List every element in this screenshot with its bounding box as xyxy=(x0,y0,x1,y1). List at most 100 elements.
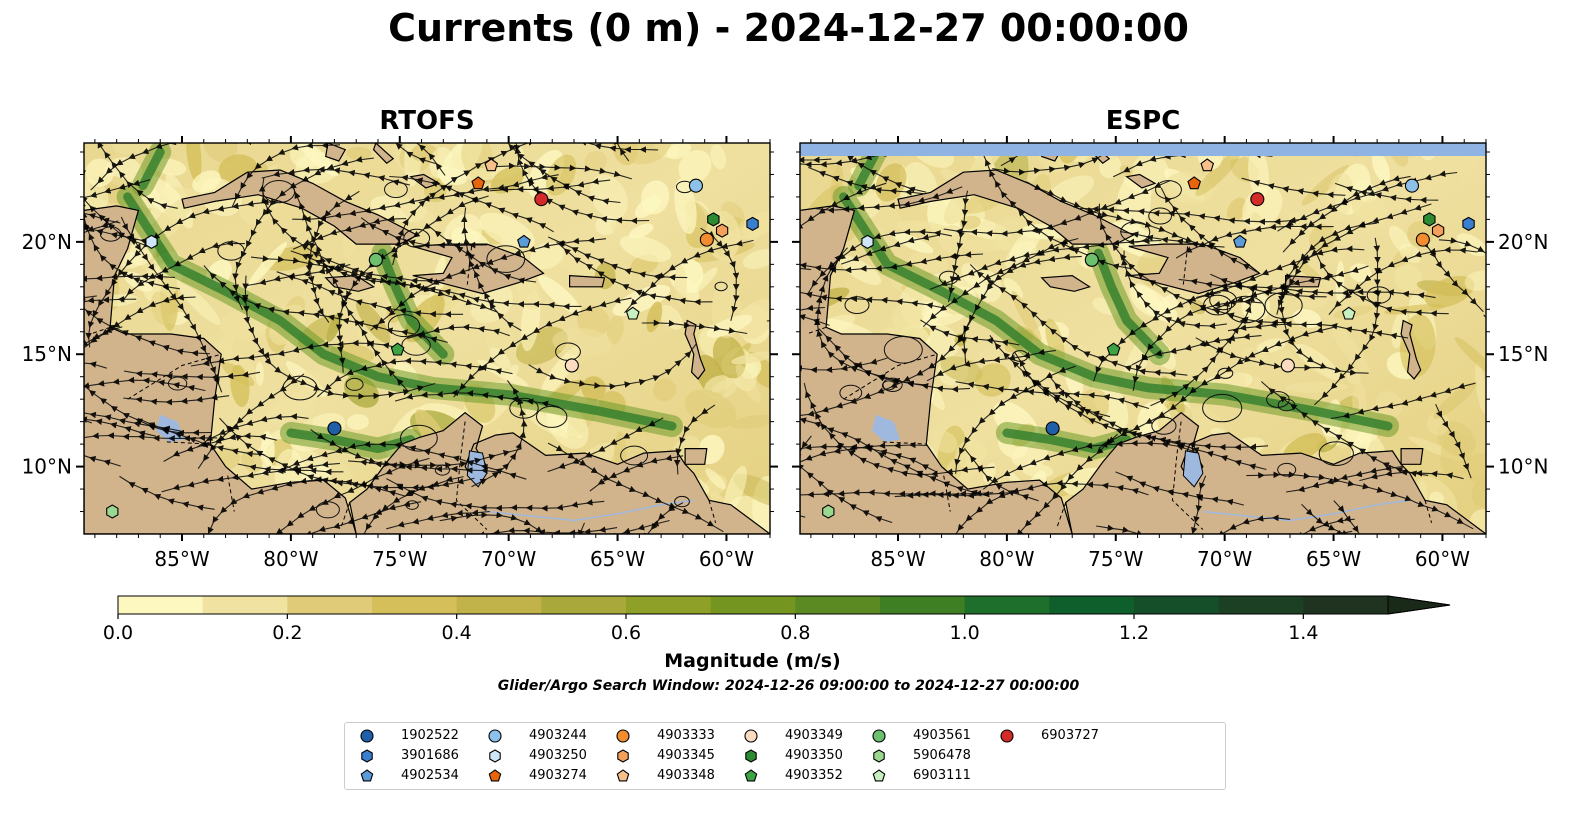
float-marker-4903345[interactable] xyxy=(1431,223,1445,238)
float-marker-4903250[interactable] xyxy=(861,234,874,250)
legend-label: 4903333 xyxy=(657,728,715,743)
float-marker-6903111[interactable] xyxy=(625,306,640,320)
colorbar-label: Magnitude (m/s) xyxy=(664,650,841,672)
float-marker-5906478[interactable] xyxy=(106,504,119,519)
legend-label: 4903561 xyxy=(913,728,971,743)
colorbar-tick-label: 1.0 xyxy=(950,622,980,644)
legend-label: 4903348 xyxy=(657,768,715,783)
legend-label: 6903111 xyxy=(913,768,971,783)
lon-tick-label: 75°W xyxy=(372,547,427,571)
float-marker-5906478[interactable] xyxy=(822,504,835,519)
float-marker-6903111[interactable] xyxy=(1341,306,1356,320)
colorbar-segment xyxy=(1303,596,1389,614)
float-marker-4903244[interactable] xyxy=(688,178,704,193)
float-marker-4902534[interactable] xyxy=(517,234,531,248)
lon-tick-label: 80°W xyxy=(263,547,318,571)
lat-tick-label: 10°N xyxy=(1498,455,1548,479)
float-marker-4903350[interactable] xyxy=(1423,212,1436,227)
circle-icon xyxy=(744,729,758,743)
lat-tick-label: 15°N xyxy=(22,342,72,366)
float-marker-4903274[interactable] xyxy=(1187,176,1202,190)
float-marker-4903348[interactable] xyxy=(1200,158,1215,172)
colorbar-segment xyxy=(964,596,1050,614)
colorbar: 0.0 0.2 0.4 0.6 0.8 1.0 1.2 1.4 xyxy=(103,595,1451,644)
float-marker-4902534[interactable] xyxy=(1233,234,1247,248)
hexagon-icon xyxy=(617,749,629,763)
lon-tick-label: 60°W xyxy=(1415,547,1470,571)
legend-label: 4903250 xyxy=(529,748,587,763)
circle-icon xyxy=(872,729,886,743)
circle-icon xyxy=(616,729,630,743)
colorbar-segment xyxy=(1218,596,1304,614)
colorbar-segment xyxy=(710,596,796,614)
float-marker-4903250[interactable] xyxy=(145,234,158,250)
legend-label: 1902522 xyxy=(401,728,459,743)
colorbar-tick-label: 0.0 xyxy=(103,622,133,644)
float-marker-4903333[interactable] xyxy=(1415,232,1430,247)
search-window-caption: Glider/Argo Search Window: 2024-12-26 09… xyxy=(497,678,1080,694)
float-marker-4903561[interactable] xyxy=(1084,252,1099,267)
hexagon-icon xyxy=(489,749,501,763)
float-marker-3901686[interactable] xyxy=(1462,216,1475,232)
float-marker-4903352[interactable] xyxy=(390,342,405,356)
legend-label: 4903244 xyxy=(529,728,587,743)
circle-icon xyxy=(360,729,374,743)
legend-label: 4903350 xyxy=(785,748,843,763)
colorbar-tick-label: 0.6 xyxy=(611,622,641,644)
float-marker-6903727[interactable] xyxy=(534,192,549,207)
colorbar-segment xyxy=(1049,596,1135,614)
colorbar-segment xyxy=(541,596,627,614)
colorbar-segment xyxy=(1134,596,1220,614)
map-panel-rtofs: 85°W 80°W 75°W 70°W 65°W 60°W 20°N 15°N 10°N xyxy=(22,136,778,571)
lon-tick-label: 70°W xyxy=(1197,547,1252,571)
circle-icon xyxy=(488,729,502,743)
lon-tick-label: 70°W xyxy=(481,547,536,571)
lon-tick-label: 85°W xyxy=(154,547,209,571)
colorbar-segment xyxy=(372,596,458,614)
lat-tick-label: 10°N xyxy=(22,455,72,479)
float-marker-3901686[interactable] xyxy=(746,216,759,232)
float-marker-4903349[interactable] xyxy=(564,358,579,373)
lat-tick-label: 20°N xyxy=(22,230,72,254)
colorbar-tick-label: 0.8 xyxy=(780,622,810,644)
legend-label: 4903352 xyxy=(785,768,843,783)
pentagon-icon xyxy=(616,769,630,782)
pentagon-icon xyxy=(360,769,374,782)
pentagon-icon xyxy=(488,769,502,782)
figure-title: Currents (0 m) - 2024-12-27 00:00:00 xyxy=(388,6,1189,50)
lon-tick-label: 65°W xyxy=(1306,547,1361,571)
colorbar-tick-label: 0.2 xyxy=(272,622,302,644)
colorbar-segment xyxy=(287,596,373,614)
float-marker-4903561[interactable] xyxy=(368,252,383,267)
float-marker-4903274[interactable] xyxy=(471,176,486,190)
float-marker-4903345[interactable] xyxy=(715,223,729,238)
colorbar-segment xyxy=(626,596,712,614)
float-marker-1902522[interactable] xyxy=(1045,421,1060,436)
panel-title-rtofs: RTOFS xyxy=(379,106,475,136)
float-marker-4903349[interactable] xyxy=(1280,358,1295,373)
colorbar-tick-label: 1.4 xyxy=(1288,622,1318,644)
float-marker-1902522[interactable] xyxy=(327,421,342,436)
legend-label: 3901686 xyxy=(401,748,459,763)
colorbar-extend-arrow xyxy=(1387,595,1451,615)
float-marker-4903352[interactable] xyxy=(1106,342,1121,356)
colorbar-segment xyxy=(202,596,288,614)
lon-tick-label: 60°W xyxy=(699,547,754,571)
float-marker-4903348[interactable] xyxy=(484,158,499,172)
colorbar-segment xyxy=(456,596,542,614)
legend-label: 5906478 xyxy=(913,748,971,763)
float-marker-4903333[interactable] xyxy=(699,232,714,247)
float-marker-4903350[interactable] xyxy=(707,212,720,227)
float-marker-4903244[interactable] xyxy=(1404,178,1420,193)
legend-label: 4902534 xyxy=(401,768,459,783)
legend-label: 6903727 xyxy=(1041,728,1099,743)
lat-tick-label: 20°N xyxy=(1498,230,1548,254)
panel-title-espc: ESPC xyxy=(1105,106,1181,136)
float-marker-6903727[interactable] xyxy=(1250,192,1265,207)
circle-icon xyxy=(1000,729,1014,743)
hexagon-icon xyxy=(873,749,885,763)
hexagon-icon xyxy=(745,749,757,763)
legend-label: 4903274 xyxy=(529,768,587,783)
lon-tick-label: 80°W xyxy=(979,547,1034,571)
